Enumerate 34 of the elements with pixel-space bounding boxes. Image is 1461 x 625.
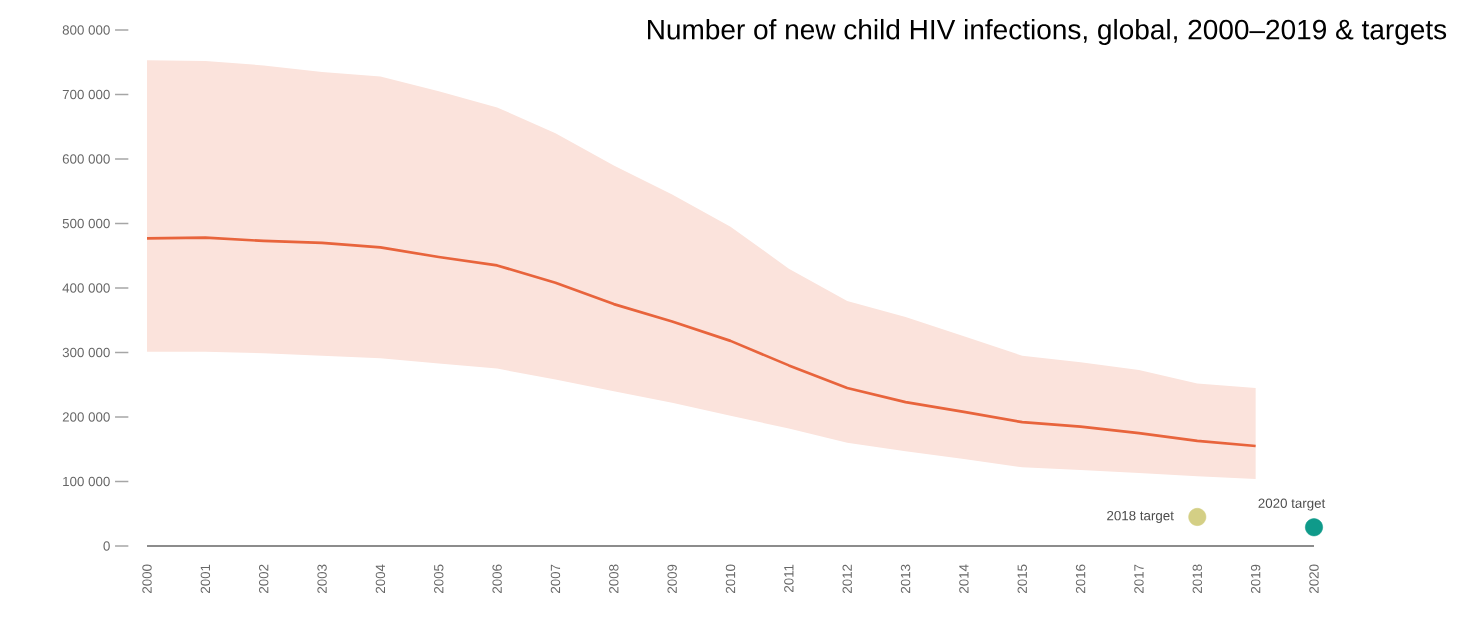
x-tick-label: 2012: [842, 564, 852, 594]
line-series: [145, 236, 1257, 448]
x-tick-label: 2013: [900, 564, 911, 594]
x-tick-label: 2000: [142, 564, 152, 594]
x-tick-label: 2005: [434, 564, 444, 594]
x-tick-label: 2018: [1192, 564, 1203, 594]
x-tick-label: 2006: [492, 564, 502, 594]
x-tick-label: 2001: [200, 564, 211, 594]
chart-title: Number of new child HIV infections, global, 2000–2019 & targets: [648, 18, 1447, 46]
x-tick-label: 2008: [609, 564, 619, 594]
y-tick-label: 300 000: [62, 347, 110, 358]
x-tick-label: 2010: [725, 564, 736, 594]
y-tick-label: 500 000: [62, 218, 110, 229]
y-tick-label: 600 000: [62, 154, 110, 164]
x-tick-label: 2009: [667, 564, 677, 594]
y-tick-label: 200 000: [62, 412, 110, 422]
x-tick-label: 2015: [1017, 564, 1027, 594]
annotation: 2018 target: [1107, 510, 1174, 523]
y-tick-label: 700 000: [62, 89, 110, 100]
x-tick-label: 2011: [784, 564, 794, 593]
y-tick-label: 100 000: [63, 476, 110, 487]
y-tick-label: 800 000: [62, 25, 110, 35]
x-tick-label: 2016: [1075, 564, 1086, 594]
x-tick-label: 2017: [1134, 564, 1144, 594]
y-tick-label: 0: [103, 541, 110, 551]
annotation: 2020 target: [1258, 498, 1326, 511]
x-tick-label: 2002: [259, 564, 269, 594]
y-tick-label: 400 000: [62, 283, 110, 293]
x-tick-label: 2004: [375, 564, 386, 594]
x-tick-label: 2014: [959, 564, 969, 594]
x-tick-label: 2019: [1250, 564, 1261, 594]
x-tick-label: 2003: [317, 564, 327, 594]
x-tick-label: 2020: [1309, 564, 1319, 594]
x-tick-label: 2007: [550, 564, 561, 594]
